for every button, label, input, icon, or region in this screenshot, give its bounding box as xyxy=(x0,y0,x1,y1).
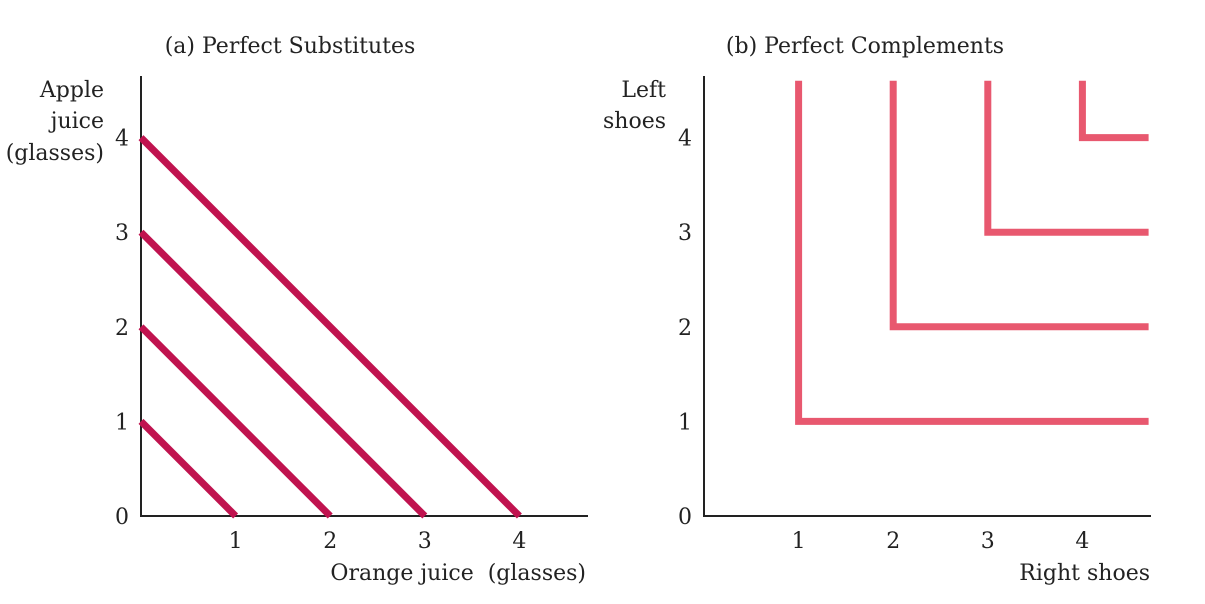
panel-a-x-tick-labels: 1 2 3 4 xyxy=(229,529,527,554)
panel-b-x-tick-3: 3 xyxy=(981,529,995,554)
panel-b-axes xyxy=(703,76,1151,517)
panel-b-curves xyxy=(795,80,1149,425)
panel-a-y-tick-1: 1 xyxy=(115,410,129,435)
panel-b-xlabel: Right shoes xyxy=(1019,561,1150,586)
panel-a-y-tick-labels: 0 1 2 3 4 xyxy=(115,127,129,530)
panel-perfect-substitutes: (a) Perfect Substitutes Apple juice (gla… xyxy=(6,34,588,586)
panel-a-ylabel-line-1: Apple xyxy=(39,78,104,103)
panel-b-y-tick-0: 0 xyxy=(678,505,692,530)
panel-a-y-tick-0: 0 xyxy=(115,505,129,530)
panel-a-x-tick-2: 2 xyxy=(323,529,337,554)
panel-a-curve-2 xyxy=(138,324,333,519)
panel-a-curve-4 xyxy=(138,135,522,519)
panel-b-curve-4 xyxy=(1078,80,1149,142)
panel-b-x-tick-4: 4 xyxy=(1075,529,1089,554)
panel-b-y-tick-2: 2 xyxy=(678,316,692,341)
panel-a-x-tick-4: 4 xyxy=(512,529,526,554)
panel-a-ylabel-line-3: (glasses) xyxy=(6,141,104,166)
panel-b-curve-1 xyxy=(795,80,1149,425)
panel-a-curve-1 xyxy=(138,418,239,519)
panel-perfect-complements: (b) Perfect Complements Left shoes Right… xyxy=(603,34,1151,586)
panel-b-x-tick-1: 1 xyxy=(792,529,806,554)
panel-a-title: (a) Perfect Substitutes xyxy=(165,34,416,59)
panel-b-y-tick-3: 3 xyxy=(678,221,692,246)
panel-a-ylabel-line-2: juice xyxy=(48,109,104,134)
panel-b-y-tick-1: 1 xyxy=(678,410,692,435)
panel-b-y-tick-labels: 0 1 2 3 4 xyxy=(678,127,692,530)
panel-b-y-tick-4: 4 xyxy=(678,127,692,152)
panel-b-x-tick-labels: 1 2 3 4 xyxy=(792,529,1090,554)
panel-a-y-tick-3: 3 xyxy=(115,221,129,246)
panel-b-ylabel-line-2: shoes xyxy=(603,109,666,134)
panel-a-curves xyxy=(138,135,522,519)
panel-b-title: (b) Perfect Complements xyxy=(726,34,1004,59)
panel-a-y-tick-4: 4 xyxy=(115,127,129,152)
panel-b-ylabel-line-1: Left xyxy=(621,78,666,103)
panel-b-curve-3 xyxy=(984,80,1149,236)
panel-a-axes xyxy=(140,76,588,517)
panel-a-x-tick-1: 1 xyxy=(229,529,243,554)
panel-a-x-tick-3: 3 xyxy=(418,529,432,554)
panel-b-x-tick-2: 2 xyxy=(886,529,900,554)
panel-b-curve-2 xyxy=(889,80,1149,331)
panel-a-y-tick-2: 2 xyxy=(115,316,129,341)
panel-a-xlabel: Orange juice (glasses) xyxy=(330,561,586,586)
panel-a-curve-3 xyxy=(138,229,428,519)
